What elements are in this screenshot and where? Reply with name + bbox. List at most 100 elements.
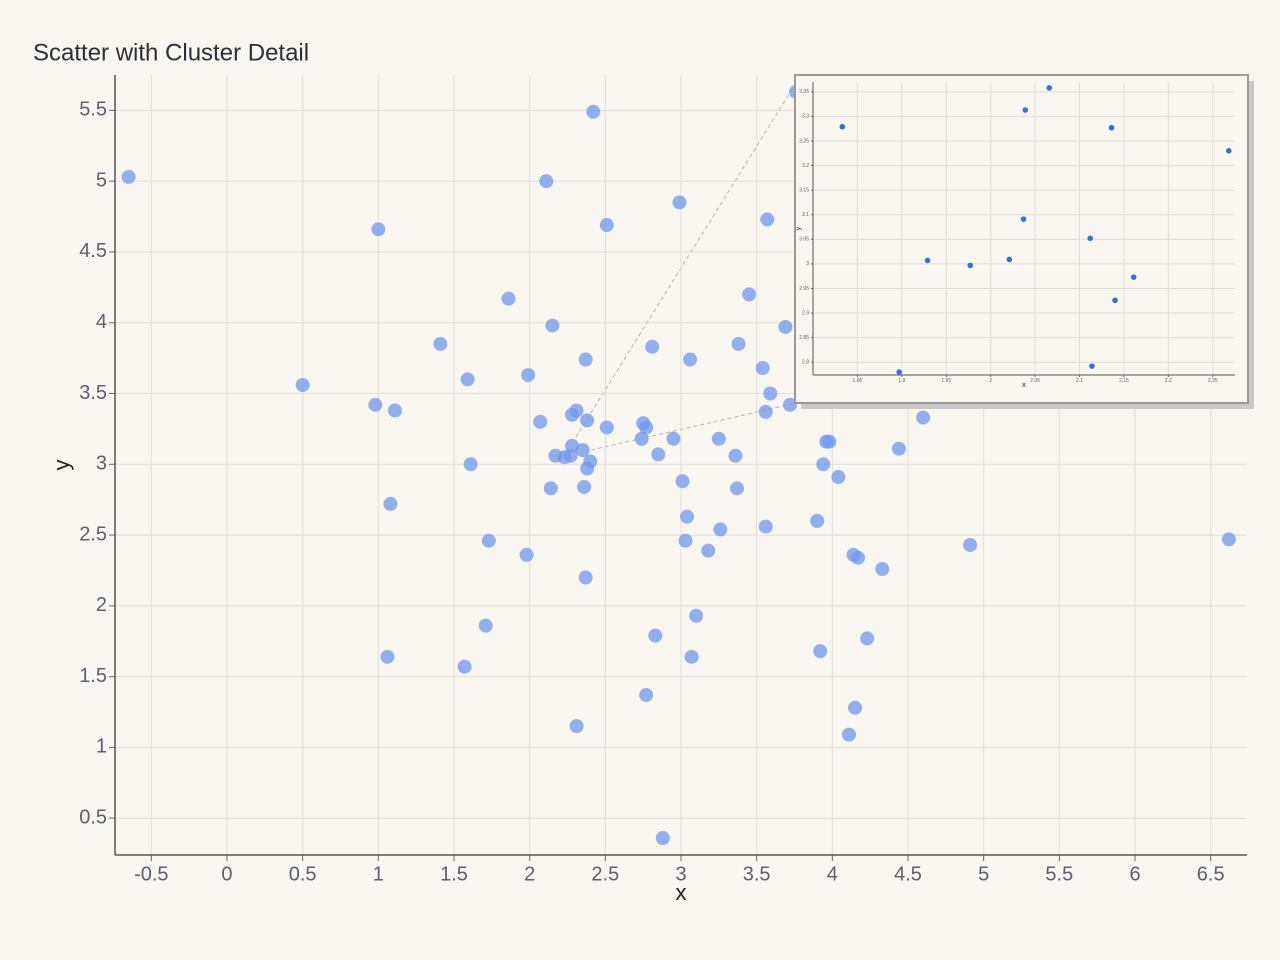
y-tick-label: 2.95 [799,286,809,292]
point [463,457,478,472]
y-tick-label: 3.1 [802,212,809,218]
point [481,533,496,548]
point [387,403,402,418]
point [521,368,536,383]
y-tick-label: 3 [806,261,809,267]
point [533,414,548,429]
x-tick-label: 5 [978,863,989,885]
x-axis-label: x [676,880,687,905]
point [683,352,698,367]
x-tick-label: 1.9 [898,378,905,384]
point [689,608,704,623]
point [729,481,744,496]
y-tick-label: 3.2 [802,163,809,169]
y-tick-label: 4.5 [79,240,107,262]
point [580,461,595,476]
point [841,727,856,742]
point [758,404,773,419]
point [967,262,974,269]
y-axis-label: y [795,226,802,230]
y-tick-label: 5 [96,169,107,191]
point [1130,274,1137,280]
x-tick-label: 2 [524,863,535,885]
point [651,447,666,462]
connector [575,82,797,438]
x-tick-label: -0.5 [134,863,168,885]
point [639,420,654,435]
x-tick-label: 2.25 [1208,378,1218,384]
point [460,372,475,387]
point [545,318,560,333]
point [1020,216,1027,222]
point [813,644,828,659]
point [666,431,681,446]
x-tick-label: 1.5 [440,863,468,885]
point [433,336,448,351]
point [896,369,902,375]
point [1221,532,1236,547]
point [1006,256,1013,263]
point [599,218,614,233]
x-tick-label: 6 [1129,863,1140,885]
point [599,420,614,435]
x-tick-label: 4.5 [894,863,922,885]
point [963,537,978,552]
point [758,519,773,534]
x-tick-label: 2.1 [1076,378,1083,384]
point [1112,297,1118,304]
x-tick-label: 2.15 [1119,378,1129,384]
point [848,700,863,715]
point [539,174,554,189]
point [731,336,746,351]
point [742,287,757,302]
x-tick-label: 3.5 [743,863,771,885]
x-tick-label: 1.85 [853,378,863,384]
point [121,169,136,184]
point [1089,363,1095,369]
point [755,361,770,376]
point [778,319,793,334]
point [577,479,592,494]
point [831,470,846,485]
point [368,397,383,412]
x-tick-label: 0.5 [289,863,317,885]
x-tick-label: 1.95 [941,378,951,384]
point [713,522,728,537]
y-tick-label: 3.15 [799,187,809,193]
y-tick-label: 3.3 [802,114,809,120]
point [383,496,398,511]
point [672,195,687,210]
point [575,443,590,458]
point [916,410,931,425]
chart-title: Scatter with Cluster Detail [33,39,309,66]
y-tick-label: 3.5 [79,382,107,404]
x-axis-label: x [1022,382,1026,389]
y-axis-label: y [49,460,74,471]
point [578,570,593,585]
point [569,719,584,734]
x-tick-label: 6.5 [1197,863,1225,885]
y-tick-label: 5.5 [79,99,107,121]
point [655,831,670,846]
point [295,378,310,393]
point [586,104,601,119]
point [639,688,654,703]
point [860,631,875,646]
y-tick-label: 3 [96,453,107,475]
x-tick-label: 5.5 [1045,863,1073,885]
y-tick-label: 3.35 [799,89,809,95]
x-tick-label: 0 [221,863,232,885]
point [728,448,743,463]
point [782,397,797,412]
x-tick-label: 2.05 [1030,378,1040,384]
point [580,413,595,428]
point [851,550,866,565]
y-tick-label: 2 [96,594,107,616]
point [678,533,693,548]
point [380,649,395,664]
point [711,431,726,446]
point [1022,107,1029,113]
y-tick-label: 2.5 [79,523,107,545]
x-tick-label: 3 [675,863,686,885]
